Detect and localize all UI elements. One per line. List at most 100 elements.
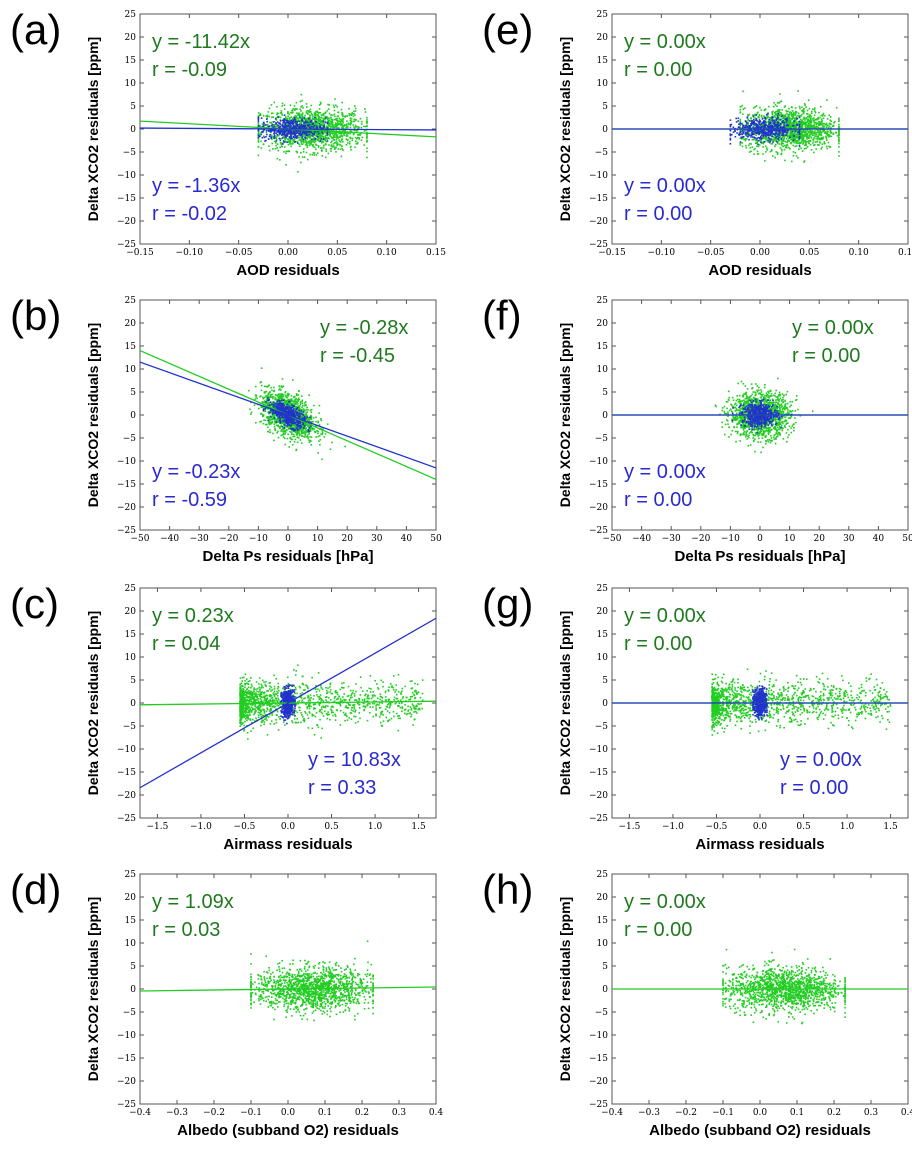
data-point	[270, 404, 273, 407]
data-point	[285, 124, 287, 127]
data-point	[251, 721, 253, 724]
y-tick-label: 5	[130, 676, 136, 686]
data-point	[289, 126, 291, 129]
data-point	[280, 430, 282, 432]
data-point	[306, 109, 309, 112]
data-point	[313, 138, 315, 141]
data-point	[258, 677, 261, 679]
data-point	[275, 413, 278, 416]
data-point	[285, 401, 288, 404]
data-point	[303, 126, 305, 129]
data-point	[327, 136, 329, 139]
data-point	[258, 686, 261, 689]
data-point	[343, 693, 345, 695]
data-point	[301, 117, 304, 119]
data-point	[303, 422, 306, 424]
data-point	[263, 692, 265, 695]
data-point	[265, 395, 267, 398]
data-point	[316, 133, 318, 135]
data-point	[282, 410, 285, 412]
data-point	[331, 132, 334, 134]
data-point	[244, 696, 246, 699]
data-point	[285, 405, 287, 408]
data-point	[345, 714, 347, 717]
data-point	[330, 132, 332, 134]
data-point	[291, 406, 293, 409]
data-point	[299, 696, 302, 699]
data-point	[285, 395, 287, 398]
data-point	[298, 706, 300, 709]
data-point	[346, 115, 348, 117]
data-point	[265, 115, 267, 117]
data-point	[366, 120, 368, 123]
data-point	[342, 130, 344, 132]
data-point	[279, 116, 282, 119]
data-point	[323, 138, 326, 141]
data-point	[242, 691, 245, 694]
data-point	[311, 153, 314, 156]
data-point	[296, 420, 298, 422]
data-point	[293, 105, 296, 107]
data-point	[249, 691, 252, 694]
data-point	[318, 125, 320, 127]
data-point	[344, 129, 346, 131]
data-point	[327, 117, 330, 120]
data-point	[293, 395, 295, 398]
y-tick-label: −15	[117, 480, 136, 490]
data-point	[387, 699, 390, 702]
data-point	[282, 424, 285, 426]
data-point	[310, 104, 312, 107]
data-point	[271, 413, 274, 415]
data-point	[316, 125, 319, 128]
data-point	[318, 704, 321, 707]
data-point	[266, 719, 268, 721]
data-point	[285, 132, 288, 135]
data-point	[306, 119, 308, 121]
data-point	[309, 139, 311, 142]
data-point	[280, 434, 282, 437]
data-point	[322, 126, 325, 129]
data-point	[277, 124, 279, 127]
data-point	[303, 402, 306, 404]
data-point	[285, 150, 287, 153]
data-point	[307, 135, 309, 138]
data-point	[332, 139, 335, 141]
y-tick-label: 5	[130, 388, 136, 398]
data-point	[288, 419, 290, 422]
data-point	[289, 406, 292, 409]
data-point	[291, 410, 294, 413]
data-point	[259, 114, 262, 116]
data-point	[274, 118, 277, 120]
data-point	[261, 719, 263, 722]
data-point	[391, 685, 393, 687]
data-point	[253, 712, 256, 714]
data-point	[313, 703, 315, 706]
data-point	[271, 420, 273, 423]
data-point	[270, 409, 272, 412]
data-point	[288, 121, 291, 123]
data-point	[318, 108, 321, 110]
data-point	[292, 435, 295, 438]
data-point	[312, 145, 315, 148]
data-point	[269, 694, 272, 697]
data-point	[299, 423, 302, 426]
data-point	[283, 419, 286, 421]
data-point	[286, 132, 289, 134]
data-point	[327, 696, 330, 699]
data-point	[297, 136, 299, 139]
data-point	[301, 126, 303, 129]
data-point	[275, 117, 278, 119]
data-point	[293, 116, 295, 118]
data-point	[353, 112, 355, 115]
data-point	[295, 427, 297, 430]
data-point	[286, 676, 289, 679]
data-point	[335, 142, 337, 144]
data-point	[270, 394, 272, 397]
data-point	[289, 401, 292, 403]
data-point	[322, 428, 324, 430]
data-point	[252, 695, 254, 697]
data-point	[360, 123, 363, 125]
data-point	[297, 422, 299, 424]
data-point	[308, 430, 311, 433]
data-point	[276, 400, 279, 403]
